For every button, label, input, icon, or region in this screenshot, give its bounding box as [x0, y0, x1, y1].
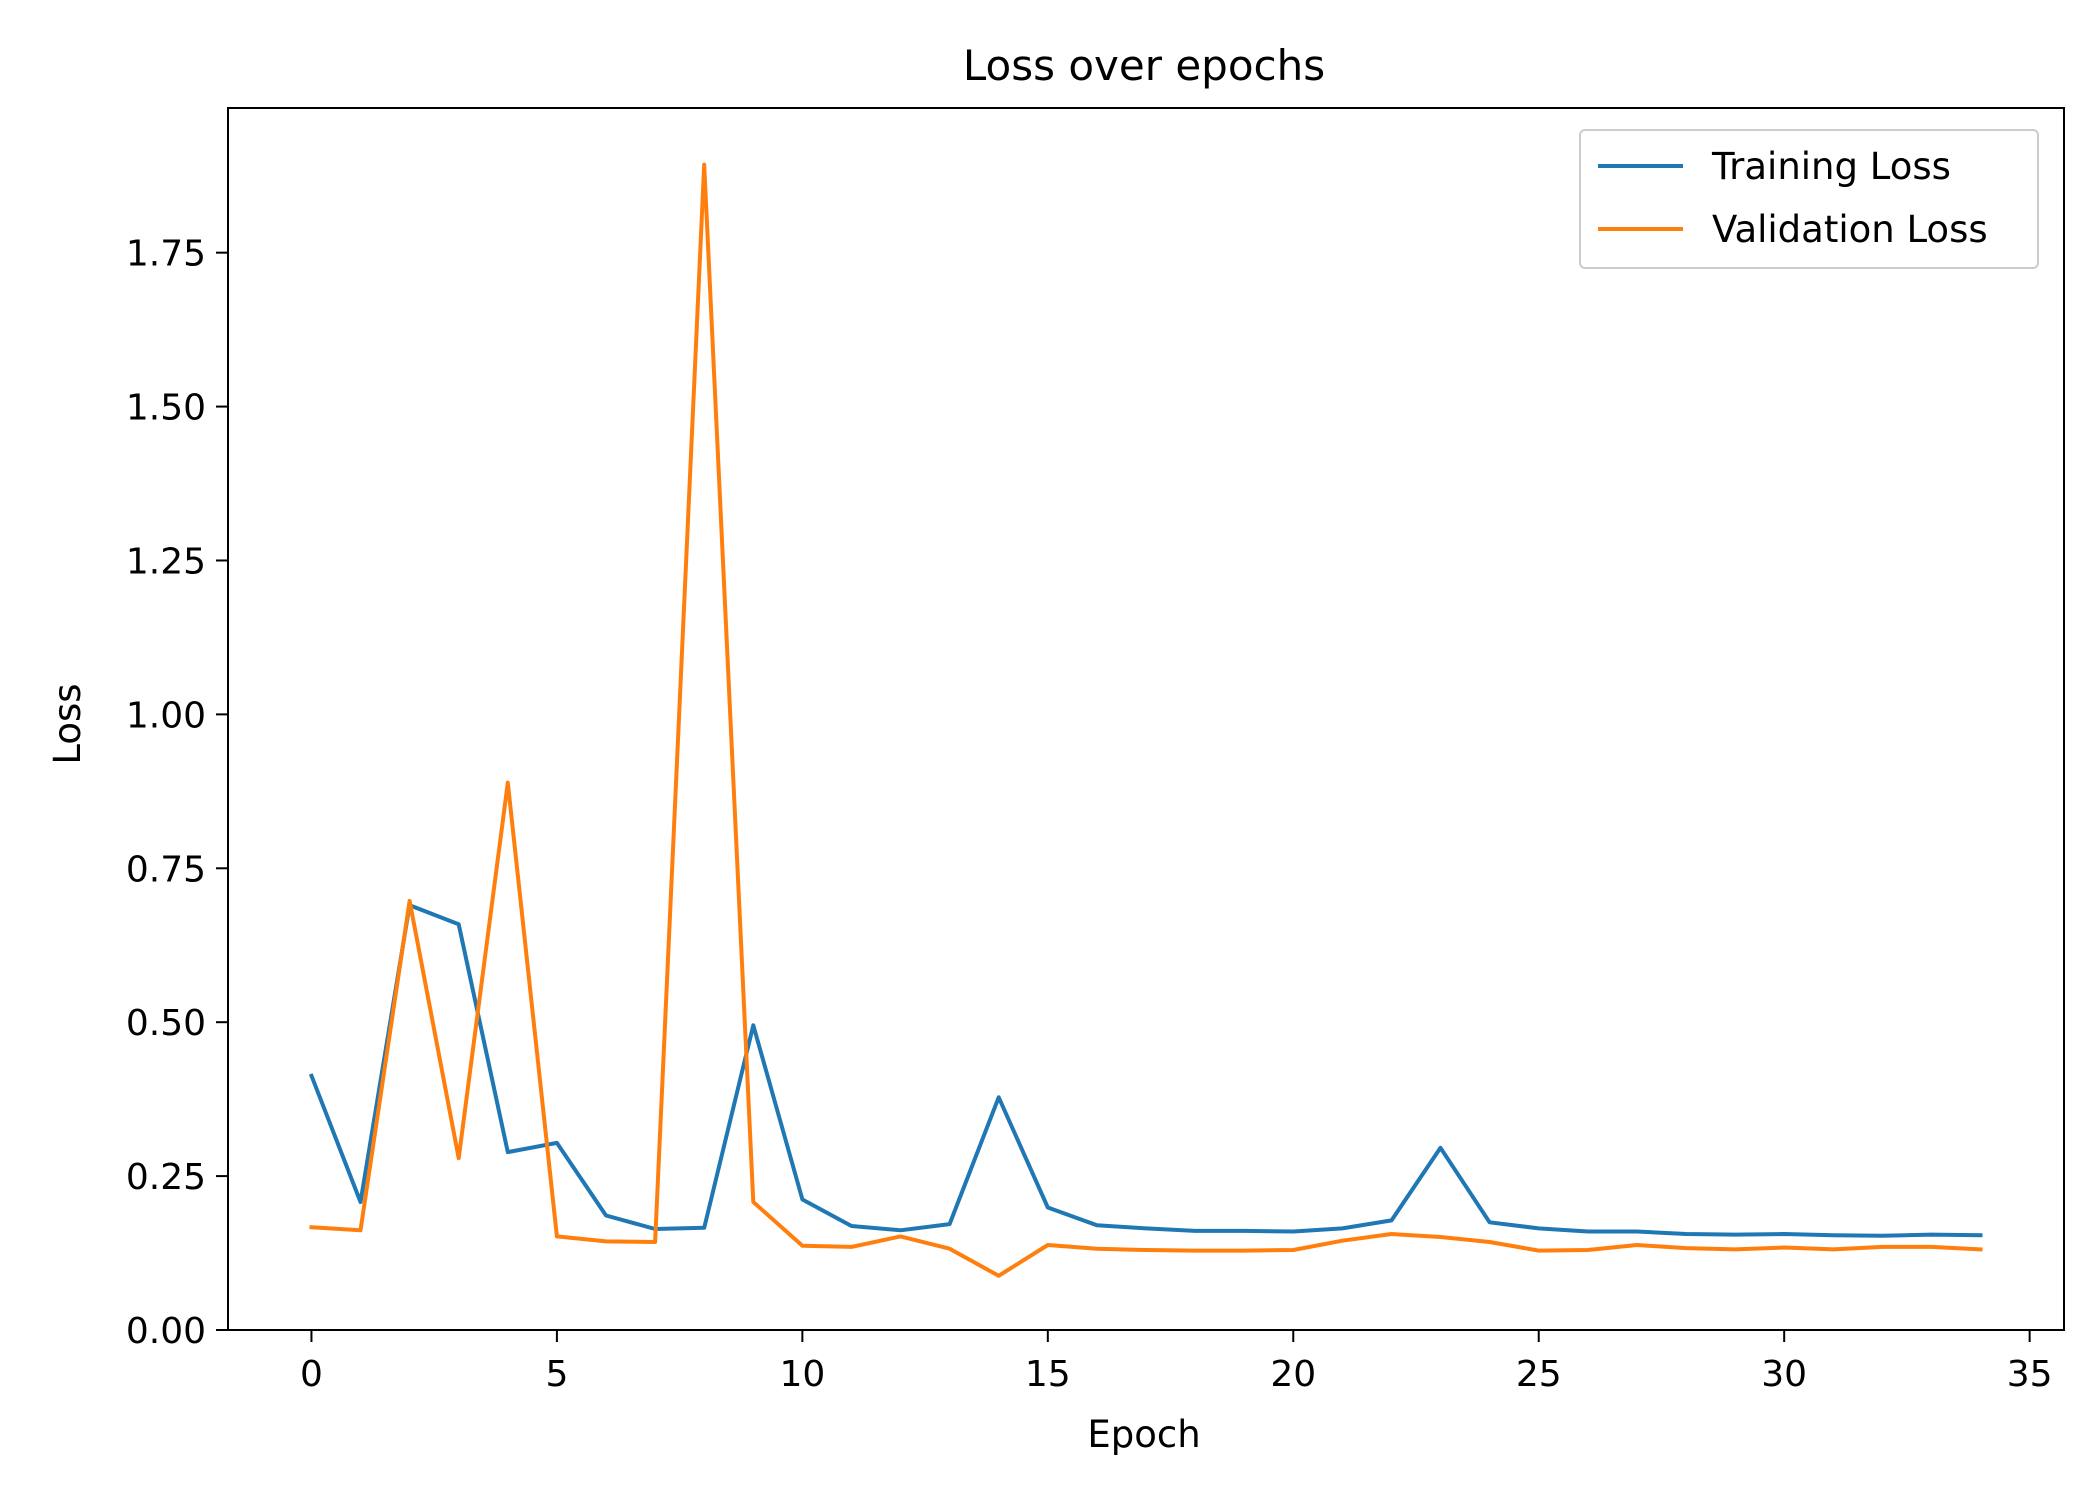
x-tick-label: 15 — [1025, 1354, 1071, 1395]
x-tick-label: 35 — [2007, 1354, 2053, 1395]
series-layer — [308, 162, 1983, 1278]
y-tick-label: 1.75 — [126, 234, 206, 275]
y-tick-label: 1.00 — [126, 695, 206, 736]
legend-frame — [1579, 129, 2039, 269]
y-axis-label: Loss — [46, 683, 89, 764]
y-tick-label: 0.50 — [126, 1003, 206, 1044]
legend: Training Loss Validation Loss — [1579, 129, 2039, 269]
x-tick-label: 5 — [545, 1354, 568, 1395]
x-tick-label: 10 — [779, 1354, 825, 1395]
x-tick-label: 0 — [300, 1354, 323, 1395]
y-tick-label: 1.50 — [126, 388, 206, 429]
y-tick-label: 0.75 — [126, 849, 206, 890]
y-tick-label: 1.25 — [126, 541, 206, 582]
x-tick-label: 25 — [1516, 1354, 1562, 1395]
legend-label-validation-loss: Validation Loss — [1712, 208, 1988, 251]
x-tick-label: 20 — [1270, 1354, 1316, 1395]
y-tick-label: 0.00 — [126, 1311, 206, 1352]
x-axis-label: Epoch — [1087, 1413, 1200, 1456]
series-line-training-loss — [308, 903, 1983, 1238]
series-line-validation-loss — [309, 162, 1983, 1278]
x-tick-label: 30 — [1761, 1354, 1807, 1395]
legend-label-training-loss: Training Loss — [1711, 145, 1951, 188]
chart-title: Loss over epochs — [963, 41, 1325, 90]
plot-area-frame — [227, 107, 2065, 1331]
y-tick-label: 0.25 — [126, 1157, 206, 1198]
axes-layer: 0 5 10 15 20 25 30 35 0.00 0.25 0.50 0.75 1.00 1.25 1.… — [126, 107, 2065, 1395]
